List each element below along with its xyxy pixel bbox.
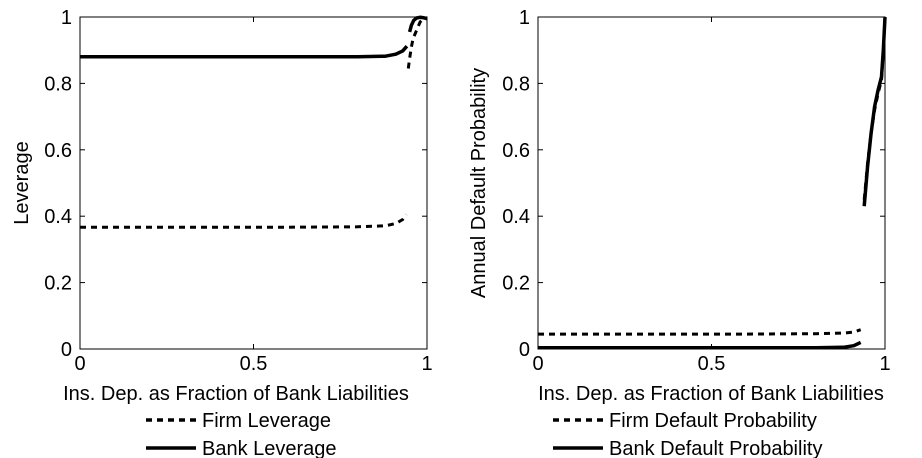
leverage-series bbox=[80, 15, 428, 229]
firm-leverage-line-segment bbox=[80, 213, 408, 229]
leverage-xtick-label: 0 bbox=[74, 353, 85, 375]
legend-firm-leverage-label: Firm Leverage bbox=[202, 410, 331, 432]
leverage-xtick-label: 1 bbox=[421, 353, 432, 375]
leverage-plot-frame bbox=[79, 16, 428, 350]
leverage-ytick-label: 0 bbox=[61, 339, 72, 361]
default-probability-xtick-label: 1 bbox=[879, 353, 890, 375]
default-probability-chart: 0 0.5 1 0 0.2 0.4 0.6 0.8 1 Annual Default Proba… bbox=[468, 7, 891, 458]
default-probability-ytick-label: 0.4 bbox=[502, 206, 530, 228]
default-probability-xlabel: Ins. Dep. as Fraction of Bank Liabilitie… bbox=[538, 383, 884, 405]
leverage-ytick-label: 0.4 bbox=[44, 206, 72, 228]
leverage-chart: 0 0.5 1 0 0.2 0.4 0.6 0.8 1 Leverage Ins. Dep. a… bbox=[11, 7, 433, 458]
bank-default-probability-line-segment bbox=[862, 16, 887, 207]
leverage-xtick-label: 0.5 bbox=[240, 353, 268, 375]
default-probability-ticks bbox=[537, 16, 886, 350]
bank-default-probability-line-segment bbox=[538, 340, 862, 350]
default-probability-ytick-label: 1 bbox=[519, 7, 530, 29]
default-probability-tick-labels: 0 0.5 1 0 0.2 0.4 0.6 0.8 1 bbox=[502, 7, 890, 375]
firm-default-probability-line-segment bbox=[538, 328, 862, 336]
leverage-ytick-label: 0.8 bbox=[44, 73, 72, 95]
legend-firm-default-label: Firm Default Probability bbox=[609, 410, 817, 432]
legend-bank-default-label: Bank Default Probability bbox=[609, 438, 822, 458]
leverage-xlabel: Ins. Dep. as Fraction of Bank Liabilitie… bbox=[63, 383, 409, 405]
default-probability-legend: Firm Default Probability Bank Default Pr… bbox=[553, 410, 822, 458]
leverage-tick-labels: 0 0.5 1 0 0.2 0.4 0.6 0.8 1 bbox=[44, 7, 432, 375]
default-probability-ytick-label: 0.2 bbox=[502, 273, 530, 295]
leverage-ticks bbox=[79, 16, 428, 350]
firm-leverage-line-segment bbox=[406, 16, 428, 69]
bank-leverage-line-segment bbox=[407, 15, 428, 33]
default-probability-ytick-label: 0.6 bbox=[502, 140, 530, 162]
default-probability-ytick-label: 0.8 bbox=[502, 73, 530, 95]
leverage-ytick-label: 1 bbox=[61, 7, 72, 29]
leverage-ylabel: Leverage bbox=[11, 141, 33, 224]
default-probability-plot-frame bbox=[537, 16, 886, 350]
default-probability-ytick-label: 0 bbox=[519, 339, 530, 361]
default-probability-xtick-label: 0 bbox=[532, 353, 543, 375]
legend-bank-leverage-label: Bank Leverage bbox=[202, 438, 337, 458]
leverage-ytick-label: 0.6 bbox=[44, 140, 72, 162]
leverage-ytick-label: 0.2 bbox=[44, 273, 72, 295]
leverage-legend: Firm Leverage Bank Leverage bbox=[146, 410, 337, 458]
default-probability-ylabel: Annual Default Probability bbox=[468, 68, 490, 298]
bank-leverage-line-segment bbox=[80, 45, 409, 59]
default-probability-xtick-label: 0.5 bbox=[698, 353, 726, 375]
default-probability-series bbox=[538, 16, 887, 350]
